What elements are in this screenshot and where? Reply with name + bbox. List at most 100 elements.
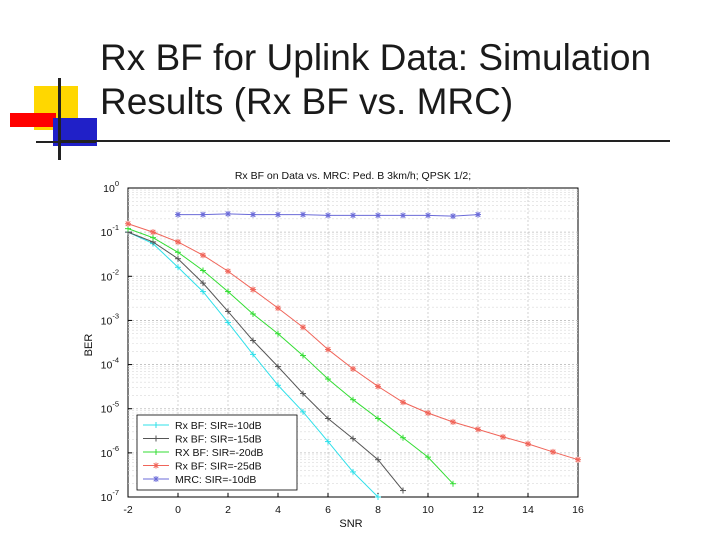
x-tick-label: 16 [572, 504, 584, 516]
data-point [300, 352, 306, 359]
data-point [225, 210, 231, 217]
series-layer [125, 210, 581, 500]
legend-label: Rx BF: SIR=-10dB [175, 420, 262, 432]
series-line [125, 220, 581, 463]
legend-entry: Rx BF: SIR=-15dB [143, 434, 262, 446]
data-point [400, 487, 406, 494]
x-tick-label: 6 [325, 504, 331, 516]
data-point [325, 376, 331, 383]
x-tick-label: 0 [175, 504, 181, 516]
data-point [275, 363, 281, 370]
data-point [425, 454, 431, 461]
data-point [425, 409, 431, 416]
data-point [175, 238, 181, 245]
series-path [127, 228, 454, 485]
data-point [325, 415, 331, 422]
data-point [153, 476, 159, 482]
data-point [200, 280, 206, 287]
data-point [125, 220, 131, 227]
data-point [275, 211, 281, 218]
data-point [325, 438, 331, 445]
x-tick-label: -2 [123, 504, 132, 516]
data-point [525, 440, 531, 447]
x-tick-label: 4 [275, 504, 281, 516]
x-tick-label: 12 [472, 504, 484, 516]
data-point [400, 399, 406, 406]
data-point [225, 268, 231, 275]
x-tick-label: 10 [422, 504, 434, 516]
y-tick-label: 10-7 [101, 488, 119, 504]
legend-entry: RX BF: SIR=-20dB [143, 447, 263, 459]
data-point [225, 288, 231, 295]
data-point [300, 211, 306, 218]
data-point [200, 267, 206, 274]
y-tick-label: 10-6 [101, 444, 119, 460]
y-tick-label: 10-5 [101, 400, 119, 416]
data-point [225, 319, 231, 326]
chart-title: Rx BF on Data vs. MRC: Ped. B 3km/h; QPS… [235, 170, 471, 182]
data-point [475, 211, 481, 218]
data-point [350, 435, 356, 442]
data-point [550, 448, 556, 455]
data-point [250, 211, 256, 218]
series-line [175, 210, 481, 220]
data-point [200, 211, 206, 218]
data-point [200, 252, 206, 259]
data-point [153, 449, 159, 455]
page-title: Rx BF for Uplink Data: Simulation Result… [100, 36, 710, 124]
data-point [325, 212, 331, 219]
data-point [450, 480, 456, 487]
legend-entry: MRC: SIR=-10dB [143, 474, 256, 486]
data-point [425, 212, 431, 219]
series-path [127, 231, 404, 491]
data-point [150, 234, 156, 241]
y-tick-label: 100 [103, 179, 119, 195]
data-point [400, 434, 406, 441]
title-line-2: Results (Rx BF vs. MRC) [100, 81, 514, 122]
y-tick-label: 10-2 [101, 267, 119, 283]
data-point [275, 382, 281, 389]
data-point [153, 422, 159, 428]
data-point [575, 456, 581, 463]
data-point [175, 211, 181, 218]
legend-label: Rx BF: SIR=-15dB [175, 434, 262, 446]
data-point [300, 408, 306, 415]
data-point [375, 456, 381, 463]
data-point [250, 351, 256, 358]
data-point [250, 337, 256, 344]
data-point [153, 435, 159, 442]
legend-label: MRC: SIR=-10dB [175, 474, 256, 486]
data-point [275, 330, 281, 337]
x-tick-label: 2 [225, 504, 231, 516]
legend-entry: Rx BF: SIR=-25dB [143, 461, 262, 473]
data-point [375, 415, 381, 422]
series-line [125, 229, 406, 494]
data-point [450, 419, 456, 426]
y-tick-label: 10-4 [101, 356, 119, 372]
data-point [350, 212, 356, 219]
data-point [300, 324, 306, 331]
data-point [350, 365, 356, 372]
data-point [300, 390, 306, 397]
data-point [250, 286, 256, 293]
data-point [350, 468, 356, 475]
data-point [375, 494, 381, 500]
legend-entry: Rx BF: SIR=-10dB [143, 420, 262, 432]
data-point [150, 229, 156, 236]
data-point [250, 310, 256, 317]
y-tick-label: 10-3 [101, 311, 119, 327]
data-point [175, 249, 181, 256]
data-point [375, 212, 381, 219]
y-tick-label: 10-1 [101, 223, 119, 239]
axes: -2 0 2 4 6 8 10 12 14 16 100 10-1 10-2 10-3 10-4 10-5 10… [101, 179, 584, 516]
data-point [200, 288, 206, 295]
legend-label: Rx BF: SIR=-25dB [175, 461, 262, 473]
data-point [350, 396, 356, 403]
data-point [325, 346, 331, 353]
data-point [225, 308, 231, 315]
data-point [175, 255, 181, 262]
title-line-1: Rx BF for Uplink Data: Simulation [100, 37, 652, 78]
x-axis-label: SNR [339, 518, 362, 530]
